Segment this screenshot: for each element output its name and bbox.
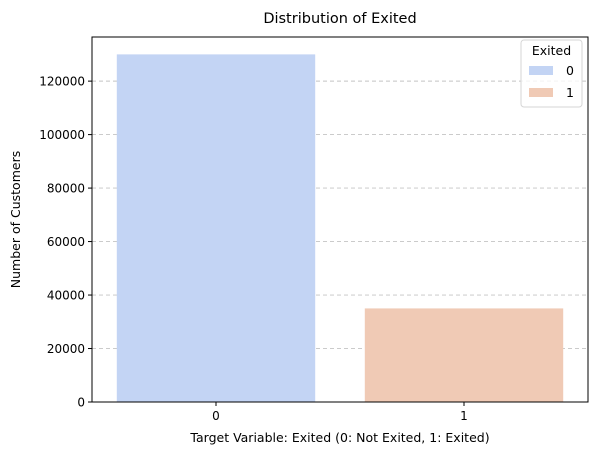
legend-swatch-0 [529, 66, 553, 75]
legend-title: Exited [532, 43, 571, 58]
y-tick-label: 20000 [47, 342, 85, 356]
y-axis: 0 20000 40000 60000 80000 100000 120000 [39, 74, 92, 409]
y-tick-label: 80000 [47, 181, 85, 195]
y-tick-label: 0 [77, 395, 85, 409]
x-tick-label: 1 [460, 409, 468, 423]
y-tick-label: 100000 [39, 128, 85, 142]
y-tick-label: 60000 [47, 235, 85, 249]
y-axis-label: Number of Customers [8, 151, 23, 288]
x-axis-label: Target Variable: Exited (0: Not Exited, … [189, 430, 489, 445]
bar-1 [364, 308, 564, 402]
y-tick-label: 40000 [47, 288, 85, 302]
y-tick-label: 120000 [39, 74, 85, 88]
bar-0 [116, 54, 316, 402]
chart-title: Distribution of Exited [263, 11, 416, 27]
legend-swatch-1 [529, 88, 553, 97]
plot-frame [91, 36, 589, 403]
bars [116, 54, 564, 402]
x-tick-label: 0 [212, 409, 220, 423]
legend: Exited 0 1 [520, 39, 583, 108]
grid-lines [92, 80, 588, 349]
legend-label-1: 1 [566, 85, 574, 100]
legend-label-0: 0 [566, 63, 574, 78]
